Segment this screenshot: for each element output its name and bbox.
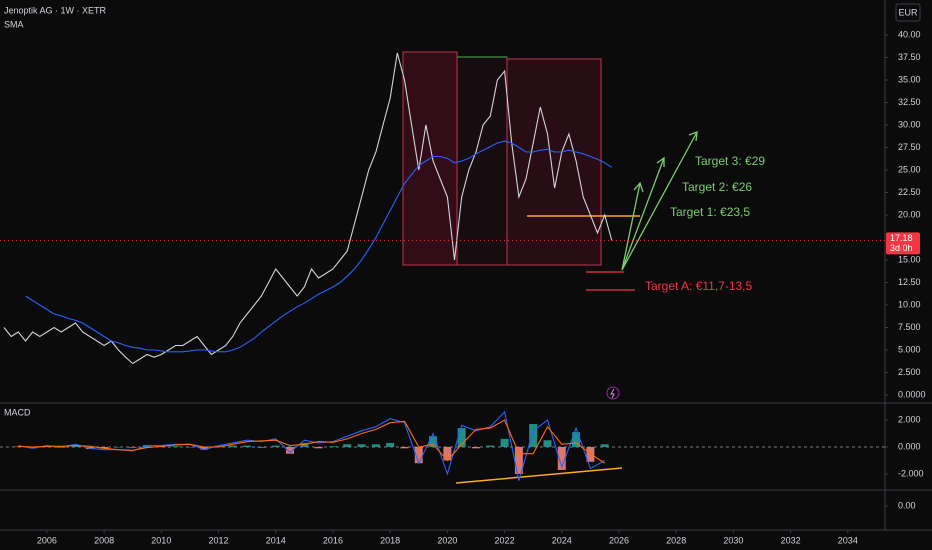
histogram-bar (257, 446, 266, 448)
legend-entry: SMA (4, 19, 24, 29)
range-box (506, 58, 602, 266)
series-line (3, 52, 613, 365)
x-tick-label: 2014 (266, 535, 286, 545)
x-tick-label: 2020 (437, 535, 457, 545)
x-tick-label: 2034 (838, 535, 858, 545)
histogram-bar (28, 446, 37, 449)
target-arrows (621, 131, 698, 271)
y-tick-label: 2.500 (898, 367, 921, 377)
annotation: Target 2: €26 (682, 180, 752, 194)
histogram-bar (529, 424, 538, 447)
histogram-bar (200, 446, 209, 450)
y-tick-label: 0.0000 (898, 389, 926, 399)
x-tick-label: 2016 (323, 535, 343, 545)
x-tick-label: 2010 (151, 535, 171, 545)
x-tick-label: 2008 (94, 535, 114, 545)
histogram-bar (543, 440, 552, 447)
histogram-bar (128, 446, 137, 448)
series-line (18, 419, 606, 464)
y-tick-label: 30.00 (898, 119, 921, 129)
histogram-bar (100, 446, 109, 449)
x-tick-label: 2030 (723, 535, 743, 545)
y-tick-label: 40.00 (898, 29, 921, 39)
x-tick-label: 2012 (209, 535, 229, 545)
countdown-label: 3d 0h (890, 243, 913, 253)
y-tick-label: 5.000 (898, 344, 921, 354)
annotation: Target A: €11,7-13,5 (645, 279, 753, 293)
histogram-bar (414, 446, 423, 464)
histogram-bar (357, 444, 366, 447)
x-tick-label: 2024 (552, 535, 572, 545)
y-tick-label: 32.50 (898, 97, 921, 107)
currency-box[interactable] (895, 3, 921, 22)
histogram-bar (486, 445, 495, 447)
range-box (456, 56, 508, 266)
histogram-bar (271, 445, 280, 447)
y-tick-label: 35.00 (898, 74, 921, 84)
y-tick-label: 27.50 (898, 142, 921, 152)
x-tick-label: 2018 (380, 535, 400, 545)
histogram-bar (343, 444, 352, 447)
histogram-bar (171, 446, 180, 447)
y-tick-label: 7.500 (898, 322, 921, 332)
y-tick-label: 0.00 (898, 500, 916, 510)
histogram-bar (500, 438, 509, 447)
histogram-bar (443, 446, 452, 461)
event-icon[interactable] (606, 386, 620, 400)
x-tick-label: 2022 (495, 535, 515, 545)
y-tick-label: 25.00 (898, 164, 921, 174)
histogram-bar (114, 446, 123, 448)
y-tick-label: 2.000 (898, 414, 921, 424)
x-tick-label: 2026 (609, 535, 629, 545)
annotation: Target 3: €29 (695, 154, 765, 168)
histogram-bar (185, 446, 194, 448)
histogram-bar (214, 445, 223, 447)
arrow (621, 156, 665, 271)
y-tick-label: 20.00 (898, 209, 921, 219)
x-tick-label: 2032 (781, 535, 801, 545)
series-line (25, 140, 613, 353)
histogram-bar (471, 446, 480, 449)
x-tick-label: 2028 (666, 535, 686, 545)
histogram-bar (371, 444, 380, 447)
x-tick-label: 2006 (37, 535, 57, 545)
histogram-bar (328, 446, 337, 447)
histogram-bar (457, 428, 466, 447)
histogram-bar (400, 446, 409, 449)
chart-title: Jenoptik AG · 1W · XETR (4, 5, 107, 15)
last-price-box (886, 232, 920, 255)
histogram-bar (514, 446, 523, 474)
annotation: Target 1: €23,5 (670, 205, 750, 219)
y-tick-label: -2.000 (898, 468, 924, 478)
histogram-bar (314, 446, 323, 449)
histogram-bar (586, 446, 595, 462)
pane-title: MACD (4, 407, 31, 417)
arrow (621, 181, 644, 271)
arrow (621, 131, 698, 271)
histogram-bar (71, 445, 80, 447)
histogram-bar (228, 445, 237, 447)
y-tick-label: 12.50 (898, 277, 921, 287)
histogram-bar (572, 432, 581, 447)
y-tick-label: 10.00 (898, 299, 921, 309)
y-tick-label: 15.00 (898, 254, 921, 264)
histogram-bar (429, 436, 438, 447)
histogram-bar (300, 442, 309, 447)
last-price-label: 17.18 (890, 233, 913, 243)
histogram-bar (243, 445, 252, 447)
histogram-bar (557, 446, 566, 470)
currency[interactable]: EUR (898, 7, 918, 17)
y-tick-label: 37.50 (898, 52, 921, 62)
histogram-bar (386, 442, 395, 447)
histogram-bar (286, 446, 295, 454)
event-icon-bolt (610, 388, 615, 399)
macd-trendline (455, 467, 623, 484)
histogram-bar (600, 444, 609, 447)
y-tick-label: 0.000 (898, 441, 921, 451)
y-tick-label: 22.50 (898, 187, 921, 197)
